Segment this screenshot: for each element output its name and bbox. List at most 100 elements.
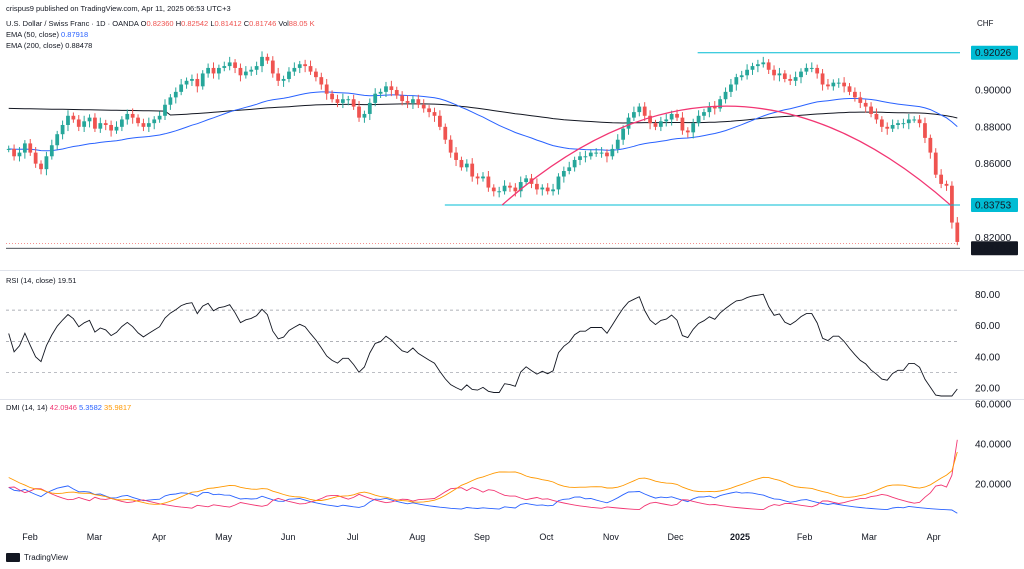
dmi-plus-value: 5.3582 (79, 403, 102, 412)
volume-value: 88.05 K (288, 19, 315, 28)
candle-body (599, 152, 604, 154)
rsi-pane (6, 293, 960, 397)
pane-divider[interactable] (0, 399, 1024, 400)
candle-body (879, 119, 884, 127)
candle-body (502, 185, 507, 192)
candle-body (222, 66, 227, 68)
candle-body (707, 106, 712, 113)
candle-body (933, 152, 938, 175)
rsi-tick-label: 60.00 (975, 321, 1000, 332)
month-tick-label: Oct (539, 532, 554, 542)
candle-body (168, 97, 173, 105)
di-plus-line (8, 485, 958, 514)
candle-body (583, 156, 588, 158)
candle-body (642, 106, 647, 116)
rsi-legend[interactable]: RSI (14, close) 19.51 (6, 276, 76, 285)
candle-body (896, 123, 900, 125)
candle-body (842, 82, 847, 87)
tradingview-footer[interactable]: TradingView (6, 553, 68, 562)
candle-body (863, 102, 868, 107)
candle-body (119, 119, 124, 127)
candle-body (71, 115, 76, 120)
candle-body (653, 123, 658, 127)
rsi-value: 19.51 (57, 276, 77, 285)
candle-body (669, 113, 674, 120)
candle-body (626, 117, 631, 129)
candle-body (314, 71, 318, 78)
candle-body (93, 117, 97, 129)
candle-body (486, 176, 491, 188)
candle-body (820, 73, 825, 85)
candle-body (777, 73, 782, 76)
month-tick-label: Mar (87, 532, 103, 542)
candle-body (475, 176, 480, 179)
candle-body (685, 130, 690, 133)
ema50-legend[interactable]: EMA (50, close) 0.87918 (6, 30, 88, 39)
candle-body (545, 187, 550, 192)
adx-line (8, 451, 958, 505)
candle-body (912, 119, 917, 121)
candle-body (890, 124, 895, 129)
month-tick-label: 2025 (730, 532, 750, 542)
candle-body (847, 86, 852, 92)
month-tick-label: May (215, 532, 233, 542)
candle-body (944, 183, 949, 186)
candle-body (427, 108, 431, 113)
candle-body (389, 86, 394, 91)
candle-body (411, 99, 415, 103)
ema200-legend[interactable]: EMA (200, close) 0.88478 (6, 41, 92, 50)
candle-body (190, 78, 194, 81)
candle-body (163, 104, 167, 116)
candle-body (421, 104, 426, 109)
candle-body (394, 90, 399, 96)
candle-body (82, 121, 87, 127)
candle-body (621, 128, 626, 140)
ema200-line (8, 103, 958, 124)
candle-body (270, 60, 275, 74)
candle-body (712, 106, 717, 109)
candle-body (739, 75, 744, 78)
candle-body (66, 115, 70, 125)
candle-body (378, 91, 383, 94)
tradingview-logo-icon (6, 553, 20, 562)
candle-body (330, 93, 334, 100)
candle-body (384, 86, 388, 92)
candle-body (227, 62, 232, 67)
price-tick-label: 0.88000 (975, 122, 1012, 133)
candle-body (588, 152, 593, 157)
ema200-label: EMA (200, close) (6, 41, 64, 50)
candle-body (497, 191, 502, 193)
symbol-title: U.S. Dollar / Swiss Franc · 1D · OANDA (6, 19, 139, 28)
candle-body (49, 145, 54, 157)
candle-body (788, 78, 793, 81)
candle-body (470, 163, 475, 177)
open-value: 0.82360 (146, 19, 174, 28)
candle-body (87, 117, 92, 122)
candle-body (799, 71, 803, 78)
candle-body (723, 91, 728, 100)
candle-body (481, 176, 485, 179)
candle-body (928, 137, 933, 153)
candle-body (276, 73, 281, 81)
pane-divider[interactable] (0, 270, 1024, 271)
candle-body (917, 119, 922, 124)
candle-body (6, 148, 11, 150)
close-label: C (243, 19, 250, 28)
candle-body (950, 185, 954, 223)
volume-label: Vol (278, 19, 289, 28)
dmi-legend[interactable]: DMI (14, 14) 42.0946 5.3582 35.9817 (6, 403, 131, 412)
candle-body (750, 66, 755, 70)
candle-body (303, 64, 308, 67)
candle-body (755, 64, 760, 67)
candle-body (357, 106, 361, 118)
candle-body (691, 123, 696, 133)
candle-body (432, 112, 437, 116)
month-tick-label: Aug (409, 532, 425, 542)
axes: 0.90000 0.88000 0.86000 0.82000 0.92026 0.837… (22, 45, 1018, 542)
month-tick-label: Dec (667, 532, 684, 542)
candle-body (260, 56, 264, 67)
candle-body (524, 178, 529, 183)
month-tick-label: Feb (797, 532, 813, 542)
candle-body (217, 67, 221, 74)
